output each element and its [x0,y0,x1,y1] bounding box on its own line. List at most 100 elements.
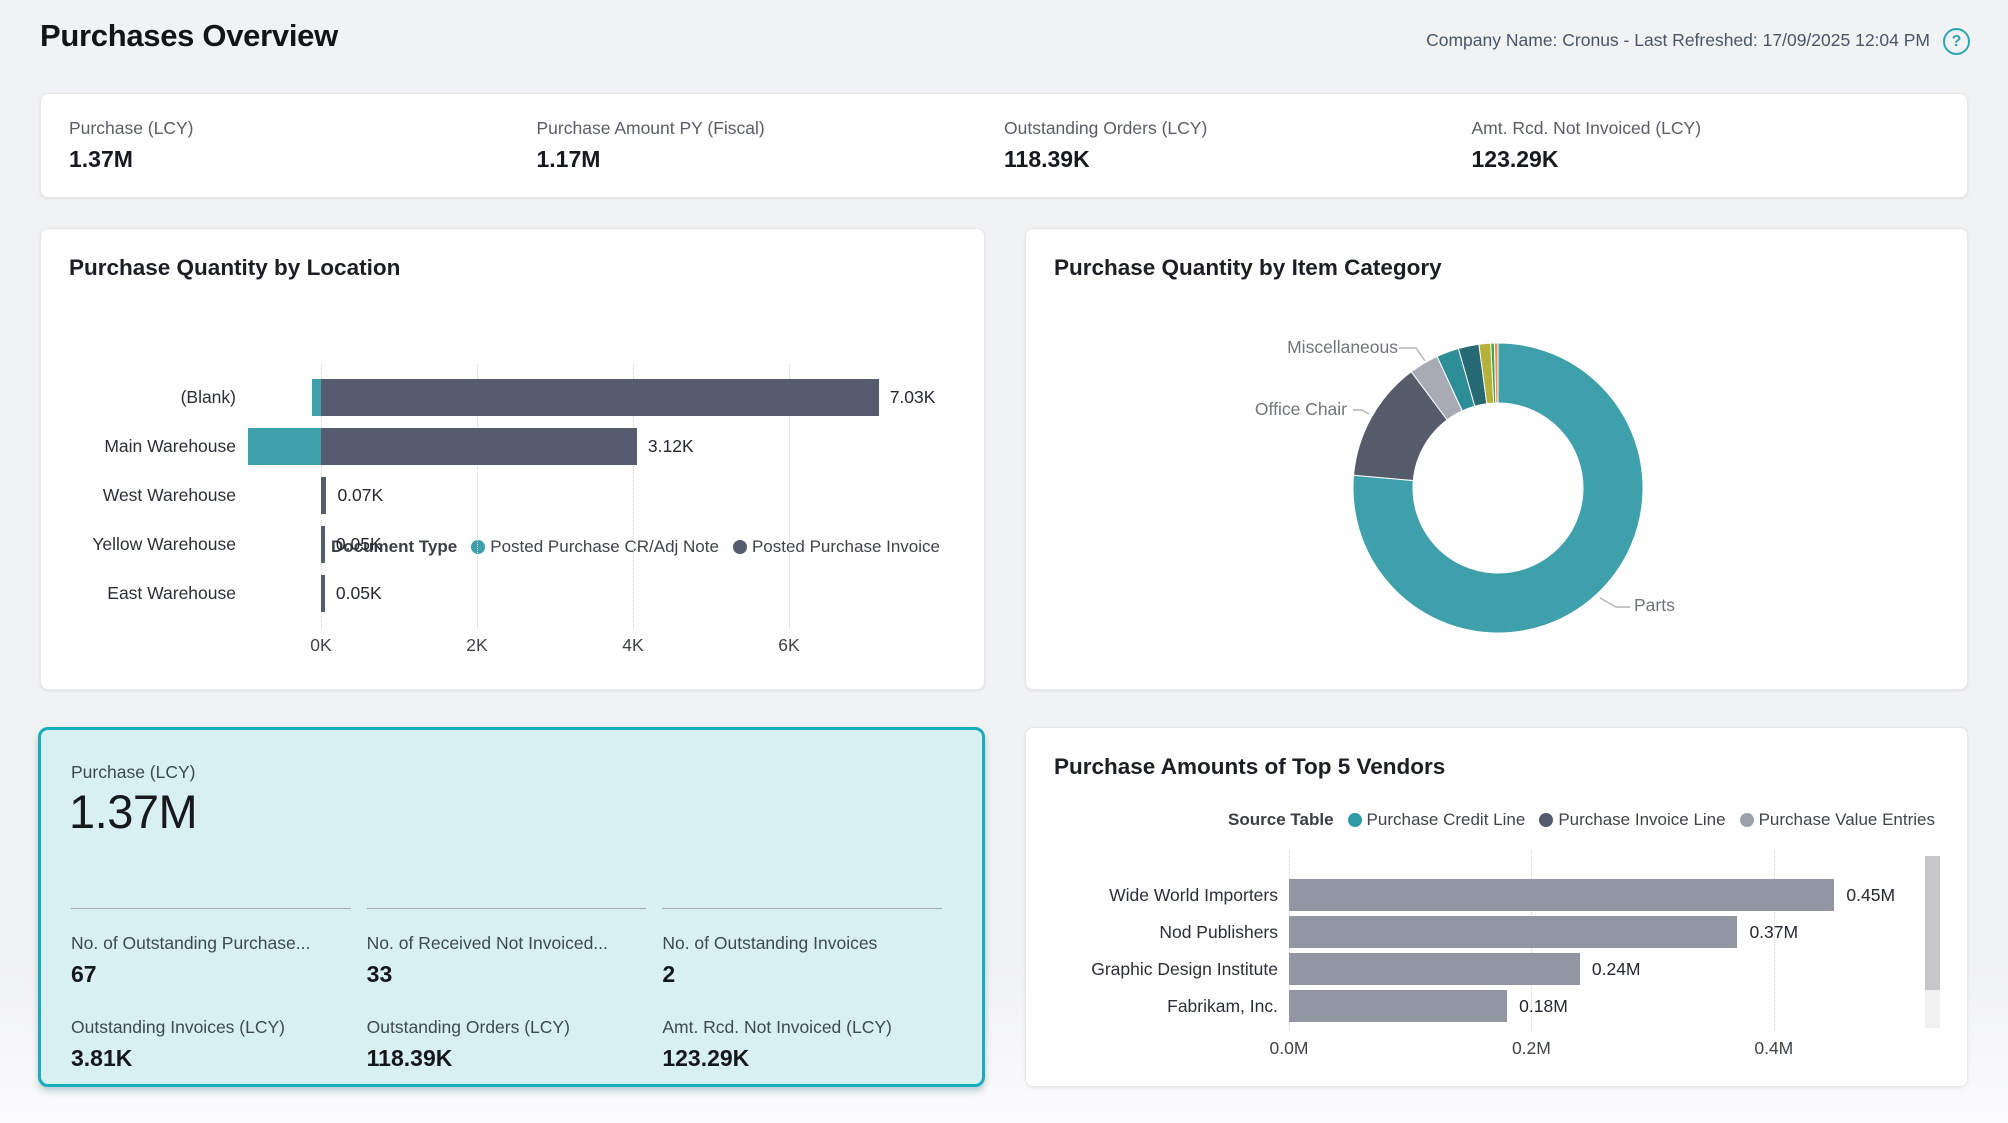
sub-kpi-label: Outstanding Orders (LCY) [366,1017,570,1037]
category-label: Wide World Importers [1109,885,1278,905]
sub-kpi-value: 3.81K [71,1045,133,1071]
bar-segment-posted-invoice[interactable] [321,379,879,416]
kpi-label: Purchase Amount PY (Fiscal) [536,118,765,138]
bar-vendor-amount[interactable] [1289,916,1738,948]
legend-dot [1347,813,1362,827]
category-label: Yellow Warehouse [92,534,236,554]
bar-segment-cr-adj-note[interactable] [248,428,321,465]
legend-dot [1539,813,1554,827]
bar-segment-posted-invoice[interactable] [321,477,327,514]
bar-vendor-amount[interactable] [1289,990,1508,1022]
kpi-purchase-lcy[interactable]: Purchase (LCY) 1.37M [69,118,537,173]
sub-kpi-label: No. of Outstanding Invoices [662,933,878,953]
sub-kpi-label: No. of Received Not Invoiced... [366,933,608,953]
leader-line-parts [1599,597,1630,608]
help-icon[interactable]: ? [1943,28,1970,55]
vendors-chart-legend: Source Table Purchase Credit Line Purchas… [1228,810,1935,830]
kpi-value: 118.39K [1004,146,1090,172]
sub-kpi-label: No. of Outstanding Purchase... [71,933,311,953]
category-label: Fabrikam, Inc. [1167,996,1278,1016]
bar-value-label: 0.18M [1519,996,1568,1016]
kpi-strip: Purchase (LCY) 1.37M Purchase Amount PY … [40,93,1968,198]
sub-kpi-outstanding-purchase-count[interactable]: No. of Outstanding Purchase... 67 [71,908,351,988]
x-axis-tick: 0.0M [1269,1038,1309,1058]
bar-total-label: 7.03K [889,387,936,407]
kpi-value: 1.17M [536,146,601,172]
x-axis-tick: 0K [310,635,332,655]
donut-chart [1352,342,1644,634]
sub-kpi-value: 33 [366,961,393,987]
legend-label: Purchase Credit Line [1366,810,1526,829]
bar-value-label: 0.24M [1591,959,1641,979]
scrollbar-thumb[interactable] [1925,856,1940,990]
bar-segment-cr-adj-note[interactable] [311,379,321,416]
bar-value-label: 0.37M [1749,922,1799,942]
category-label: (Blank) [180,387,236,407]
purchase-amounts-top-5-vendors-chart: Purchase Amounts of Top 5 Vendors Source… [1025,727,1968,1087]
legend-title: Document Type [331,537,458,556]
category-label: Main Warehouse [104,436,236,456]
page-title: Purchases Overview [40,18,338,53]
sub-kpi-outstanding-invoices-count[interactable]: No. of Outstanding Invoices 2 [662,908,942,988]
bar-total-label: 0.07K [337,485,384,505]
kpi-value: 1.37M [69,146,133,172]
legend-dot [1739,813,1754,827]
bar-segment-posted-invoice[interactable] [321,526,325,563]
purchase-lcy-detail-card[interactable]: Purchase (LCY) 1.37M No. of Outstanding … [38,727,985,1087]
sub-kpi-row: No. of Outstanding Purchase... 67 No. of… [71,908,942,988]
donut-label-office-chair: Office Chair [1254,399,1347,419]
bar-vendor-amount[interactable] [1289,953,1580,985]
bar-total-label: 3.12K [647,436,694,456]
kpi-value: 123.29K [1471,146,1559,172]
category-label: Nod Publishers [1159,922,1278,942]
leader-line-miscellaneous [1399,347,1426,362]
location-bar-plot: 0K 2K 4K 6K (Blank) 7.03K Main Warehouse 3.12K W… [41,229,984,689]
company-refresh-status: Company Name: Cronus - Last Refreshed: 1… [1426,30,1930,50]
purchase-quantity-by-item-category-chart: Purchase Quantity by Item Category Misce… [1025,228,1968,690]
legend-item-posted-purchase-cr-adj-note[interactable]: Posted Purchase CR/Adj Note [471,537,719,557]
chart-title: Purchase Quantity by Location [69,255,401,280]
legend-title: Source Table [1228,810,1334,829]
scrollbar-track [1925,990,1940,1028]
donut-label-miscellaneous: Miscellaneous [1287,337,1398,357]
sub-kpi-amt-rcd-not-invoiced-lcy[interactable]: Amt. Rcd. Not Invoiced (LCY) 123.29K [662,1017,942,1072]
legend-item-posted-purchase-invoice[interactable]: Posted Purchase Invoice [732,537,940,557]
sub-kpi-outstanding-invoices-lcy[interactable]: Outstanding Invoices (LCY) 3.81K [71,1017,351,1072]
donut-label-parts: Parts [1634,595,1675,615]
kpi-outstanding-orders[interactable]: Outstanding Orders (LCY) 118.39K [1004,118,1472,173]
donut-slice-parts[interactable] [1352,342,1644,634]
legend-item-purchase-invoice-line[interactable]: Purchase Invoice Line [1539,810,1726,830]
gridline [789,364,790,629]
legend-item-purchase-credit-line[interactable]: Purchase Credit Line [1347,810,1526,830]
kpi-amt-rcd-not-invoiced[interactable]: Amt. Rcd. Not Invoiced (LCY) 123.29K [1472,118,1940,173]
sub-kpi-received-not-invoiced-count[interactable]: No. of Received Not Invoiced... 33 [366,908,647,988]
category-label: West Warehouse [102,485,236,505]
legend-label: Purchase Value Entries [1758,810,1935,829]
bar-vendor-amount[interactable] [1289,879,1835,911]
legend-label: Posted Purchase Invoice [751,537,940,556]
donut-slice-unlabeled[interactable] [1493,342,1499,404]
sub-kpi-outstanding-orders-lcy[interactable]: Outstanding Orders (LCY) 118.39K [367,1017,647,1072]
x-axis-tick: 2K [466,635,488,655]
gridline [633,364,634,629]
sub-kpi-value: 123.29K [662,1045,750,1071]
x-axis-tick: 6K [778,635,800,655]
sub-kpi-row: Outstanding Invoices (LCY) 3.81K Outstan… [71,1017,942,1072]
sub-kpi-value: 67 [71,961,97,987]
legend-item-purchase-value-entries[interactable]: Purchase Value Entries [1739,810,1935,830]
sub-kpi-value: 2 [662,961,676,987]
kpi-label: Outstanding Orders (LCY) [1004,118,1208,138]
vendors-scrollbar[interactable] [1925,856,1940,1028]
legend-label: Posted Purchase CR/Adj Note [490,537,719,556]
kpi-purchase-amount-py[interactable]: Purchase Amount PY (Fiscal) 1.17M [537,118,1005,173]
kpi-label: Purchase (LCY) [69,118,194,138]
legend-dot [471,540,486,554]
category-label: East Warehouse [107,583,236,603]
sub-kpi-value: 118.39K [366,1045,453,1071]
leader-line-office-chair [1353,409,1370,415]
kpi-label: Amt. Rcd. Not Invoiced (LCY) [1471,118,1702,138]
bar-segment-posted-invoice[interactable] [321,428,637,465]
bar-segment-posted-invoice[interactable] [321,575,325,612]
gridline [1773,850,1775,1031]
